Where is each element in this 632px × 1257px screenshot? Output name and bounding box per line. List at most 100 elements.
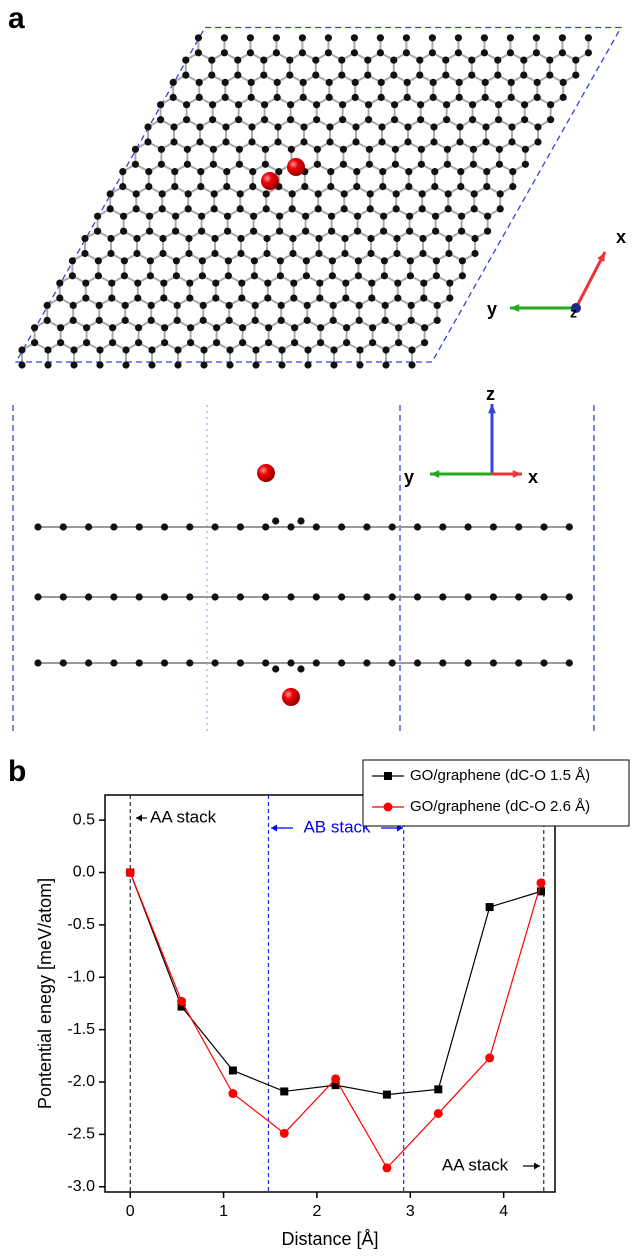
carbon-atom — [121, 301, 129, 309]
carbon-atom — [338, 56, 346, 64]
carbon-atom — [515, 523, 523, 531]
carbon-atom — [160, 279, 168, 287]
axis-label: z — [570, 305, 577, 321]
carbon-atom — [235, 145, 243, 153]
axis-label: y — [404, 467, 414, 487]
carbon-atom — [185, 234, 193, 243]
carbon-atom — [381, 316, 389, 324]
legend-label: GO/graphene (dC-O 2.6 Å) — [410, 798, 590, 815]
carbon-atom — [236, 523, 244, 531]
carbon-atom — [405, 168, 413, 176]
carbon-atom — [379, 168, 387, 176]
x-tick-label: 4 — [499, 1203, 508, 1220]
carbon-atom — [432, 257, 440, 265]
carbon-atom — [363, 593, 371, 601]
carbon-atom — [439, 659, 447, 667]
oxygen-atom — [287, 158, 305, 176]
carbon-atom — [354, 212, 362, 220]
carbon-atom — [96, 346, 104, 354]
carbon-atom — [107, 249, 115, 258]
carbon-atom — [456, 138, 464, 146]
carbon-atom — [406, 227, 414, 235]
carbon-atom — [558, 34, 567, 42]
carbon-atom — [186, 593, 194, 601]
carbon-atom — [145, 183, 153, 191]
carbon-atom — [317, 324, 325, 332]
carbon-atom — [131, 160, 139, 168]
carbon-atom — [520, 56, 528, 64]
carbon-atom — [287, 659, 295, 667]
carbon-atom — [327, 183, 335, 191]
carbon-atom — [220, 49, 228, 57]
carbon-atom — [221, 78, 229, 86]
carbon-atom — [432, 227, 440, 235]
carbon-atom — [135, 324, 143, 332]
carbon-atom — [380, 257, 388, 265]
carbon-atom — [261, 116, 269, 124]
carbon-atom — [208, 71, 216, 79]
x-axis-title: Distance [Å] — [281, 1229, 378, 1249]
carbon-atom — [481, 78, 489, 86]
carbon-atom — [381, 301, 389, 309]
axis-label: x — [616, 227, 626, 247]
carbon-atom — [446, 279, 454, 287]
series-line — [129, 872, 542, 1169]
marker — [125, 868, 135, 878]
carbon-atom — [194, 49, 202, 57]
carbon-atom — [132, 190, 140, 198]
carbon-atom — [122, 346, 130, 354]
carbon-atom — [495, 101, 503, 109]
carbon-atom — [391, 160, 399, 168]
carbon-atom — [314, 205, 322, 213]
carbon-atom — [508, 138, 516, 146]
carbon-atom — [494, 71, 502, 79]
carbon-atom — [276, 227, 284, 235]
carbon-atom — [252, 346, 260, 354]
carbon-atom — [443, 160, 451, 168]
carbon-atom — [43, 301, 51, 309]
carbon-atom — [506, 34, 514, 42]
carbon-atom — [402, 34, 410, 42]
carbon-atom — [300, 123, 308, 131]
carbon-atom — [354, 227, 362, 235]
carbon-atom — [196, 123, 204, 131]
carbon-atom — [572, 71, 580, 79]
carbon-atom — [172, 212, 180, 220]
carbon-atom — [324, 34, 332, 42]
carbon-atom — [547, 101, 555, 109]
axis-origin — [571, 303, 581, 313]
carbon-atom — [302, 227, 310, 235]
carbon-atom — [223, 168, 231, 176]
marker — [228, 1066, 237, 1075]
carbon-atom — [364, 56, 372, 64]
carbon-atom — [546, 71, 554, 79]
carbon-atom — [119, 168, 127, 176]
carbon-atom — [287, 593, 295, 601]
carbon-atom — [209, 145, 217, 153]
carbon-atom — [350, 49, 358, 57]
y-tick-label: -2.0 — [67, 1073, 95, 1090]
carbon-atom — [369, 339, 377, 347]
carbon-atom — [312, 71, 320, 79]
carbon-atom — [59, 593, 67, 601]
carbon-atom — [249, 168, 257, 176]
carbon-atom — [94, 227, 102, 235]
arrow-head — [597, 252, 605, 262]
carbon-atom — [247, 93, 255, 101]
carbon-atom — [213, 339, 221, 347]
carbon-atom — [392, 205, 400, 213]
carbon-atom — [198, 257, 206, 265]
carbon-atom — [365, 101, 373, 109]
carbon-atom — [495, 160, 503, 168]
carbon-atom — [338, 523, 346, 531]
carbon-atom — [171, 183, 179, 191]
annotation-arrow-head — [271, 824, 277, 832]
carbon-atom — [209, 116, 217, 124]
carbon-atom — [221, 93, 229, 101]
carbon-atom — [261, 160, 269, 168]
carbon-atom — [160, 593, 169, 601]
carbon-atom — [464, 523, 472, 531]
carbon-atom — [404, 123, 412, 131]
marker — [433, 1108, 443, 1118]
